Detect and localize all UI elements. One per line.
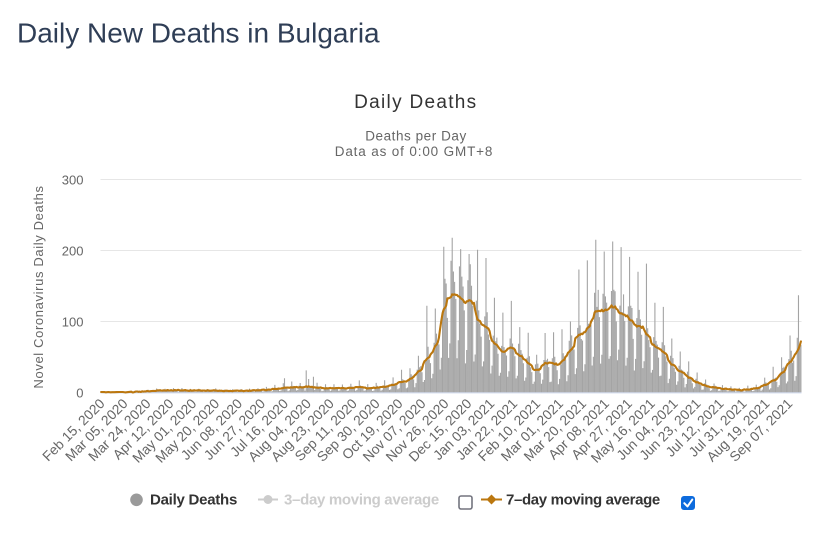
svg-text:200: 200 <box>62 244 84 259</box>
svg-text:100: 100 <box>62 315 84 330</box>
svg-text:7–day moving average: 7–day moving average <box>506 492 660 509</box>
svg-text:0: 0 <box>76 385 83 400</box>
svg-text:Data as of 0:00 GMT+8: Data as of 0:00 GMT+8 <box>335 144 494 159</box>
svg-text:Daily Deaths: Daily Deaths <box>354 92 477 113</box>
svg-text:300: 300 <box>62 173 84 188</box>
svg-text:Deaths per Day: Deaths per Day <box>365 129 467 144</box>
svg-text:Daily Deaths: Daily Deaths <box>150 492 237 509</box>
svg-text:Daily New Deaths in Bulgaria: Daily New Deaths in Bulgaria <box>17 18 380 49</box>
svg-text:3–day moving average: 3–day moving average <box>284 492 439 509</box>
svg-text:Novel Coronavirus Daily Deaths: Novel Coronavirus Daily Deaths <box>31 185 46 388</box>
